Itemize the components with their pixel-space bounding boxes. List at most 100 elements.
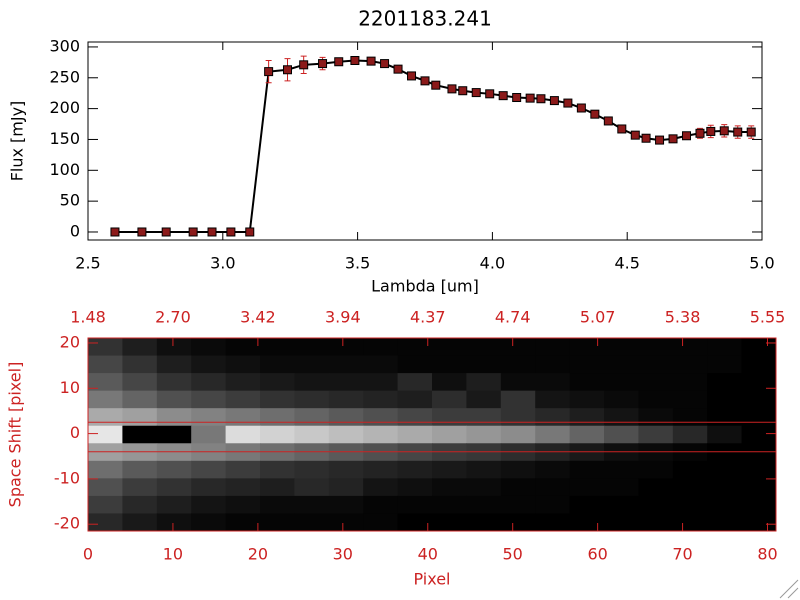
image-cell	[328, 338, 364, 357]
image-cell	[638, 408, 674, 427]
x2-tick-label: 5.55	[750, 308, 786, 327]
image-cell	[604, 460, 639, 479]
image-cell	[225, 478, 261, 497]
image-cell	[260, 460, 295, 479]
image-cell	[260, 390, 295, 409]
y-tick-label: 150	[49, 129, 80, 148]
image-cell	[604, 355, 639, 374]
x2-tick-label: 4.37	[410, 308, 446, 327]
y-tick-label: 300	[49, 36, 80, 55]
image-cell	[535, 478, 571, 497]
image-cell	[672, 408, 708, 427]
x-tick-label: 3.0	[210, 254, 235, 273]
image-cell	[535, 373, 571, 392]
image-cell	[672, 443, 708, 462]
image-cell	[363, 460, 399, 479]
image-cell	[500, 478, 536, 497]
image-cell	[156, 425, 192, 444]
marker	[207, 227, 217, 237]
image-cell	[156, 460, 192, 479]
image-cell	[466, 460, 502, 479]
image-cell	[569, 408, 605, 427]
image-cell	[294, 443, 330, 462]
image-cell	[363, 443, 399, 462]
marker	[458, 86, 468, 96]
chart-title: 2201183.241	[358, 7, 492, 31]
x-tick-label: 50	[503, 545, 523, 564]
image-cell	[432, 513, 467, 532]
image-cell	[535, 513, 571, 532]
image-cell	[638, 373, 674, 392]
image-cell	[672, 390, 708, 409]
image-cell	[191, 513, 227, 532]
image-cell	[156, 495, 192, 514]
marker	[641, 133, 651, 143]
image-cell	[225, 443, 261, 462]
y-tick-label: 250	[49, 67, 80, 86]
image-cell	[432, 373, 467, 392]
image-cell	[294, 478, 330, 497]
image-cell	[672, 425, 708, 444]
image-cell	[500, 338, 536, 357]
image-cell	[569, 425, 605, 444]
image-cell	[363, 478, 399, 497]
marker	[630, 130, 640, 140]
plot-frame	[87, 337, 777, 532]
marker	[590, 109, 600, 119]
image-cell	[225, 355, 261, 374]
image-cell	[328, 495, 364, 514]
marker	[617, 124, 627, 134]
image-cell	[260, 495, 295, 514]
image-cell	[191, 425, 227, 444]
marker	[110, 227, 120, 237]
image-cell	[707, 408, 743, 427]
image-cell	[156, 338, 192, 357]
image-cell	[156, 390, 192, 409]
image-cell	[569, 355, 605, 374]
image-cell	[397, 478, 433, 497]
y-tick-label: 0	[70, 423, 80, 442]
image-cell	[638, 425, 674, 444]
image-cell	[466, 355, 502, 374]
image-cell	[672, 478, 708, 497]
marker	[668, 134, 678, 144]
image-cell	[638, 443, 674, 462]
image-cell	[672, 513, 708, 532]
image-cell	[260, 355, 295, 374]
marker	[536, 94, 546, 104]
image-cell	[225, 513, 261, 532]
marker	[366, 56, 376, 66]
marker	[549, 96, 559, 106]
image-cell	[225, 495, 261, 514]
image-cell	[88, 425, 123, 444]
marker	[137, 227, 147, 237]
x2-tick-label: 3.94	[325, 308, 361, 327]
image-cell	[741, 460, 777, 479]
image-cell	[741, 425, 777, 444]
image-cell	[604, 373, 639, 392]
y-tick-label: 100	[49, 160, 80, 179]
image-cell	[569, 373, 605, 392]
marker	[512, 93, 522, 103]
image-cell	[672, 495, 708, 514]
marker	[485, 89, 495, 99]
image-cell	[569, 443, 605, 462]
image-cell	[741, 373, 777, 392]
x-tick-label: 4.5	[614, 254, 639, 273]
x-tick-label: 5.0	[749, 254, 774, 273]
image-cell	[191, 338, 227, 357]
marker	[603, 116, 613, 126]
image-cell	[535, 408, 571, 427]
marker	[264, 67, 274, 77]
image-cell	[741, 408, 777, 427]
image-cell	[88, 373, 123, 392]
image-cell	[500, 425, 536, 444]
image-cell	[432, 338, 467, 357]
image-cell	[363, 495, 399, 514]
marker	[563, 98, 573, 108]
image-cell	[569, 478, 605, 497]
x-tick-label: 2.5	[75, 254, 100, 273]
image-cell	[294, 390, 330, 409]
marker	[350, 56, 360, 66]
